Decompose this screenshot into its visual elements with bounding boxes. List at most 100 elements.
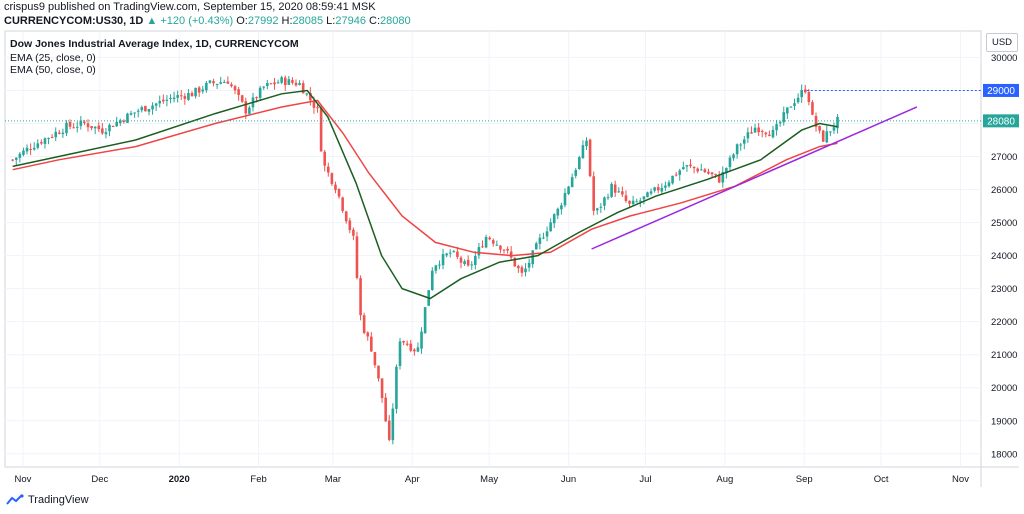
candle-body <box>456 251 459 257</box>
y-tick-label: 19000 <box>991 416 1017 427</box>
candle-body <box>370 336 373 352</box>
candle-body <box>83 121 86 124</box>
symbol-label: CURRENCYCOM:US30, 1D <box>4 15 144 27</box>
candle-body <box>176 95 179 98</box>
candle-body <box>717 175 721 183</box>
candle-body <box>43 138 47 144</box>
candle-body <box>201 89 205 92</box>
candle-body <box>362 315 366 333</box>
candle-body <box>606 197 610 199</box>
candle-body <box>409 343 413 351</box>
y-tick-label: 18000 <box>991 449 1017 460</box>
close-label: C: <box>369 15 380 27</box>
candle-body <box>280 77 283 83</box>
legend-ema25[interactable]: EMA (25, close, 0) <box>10 52 96 64</box>
y-tick-label: 22000 <box>991 317 1017 328</box>
candle-body <box>169 97 172 99</box>
candle-body <box>760 130 764 132</box>
candle-body <box>179 95 183 97</box>
ema50-line <box>12 99 838 257</box>
candle-body <box>499 245 502 250</box>
plot-border <box>4 30 982 468</box>
footer-brand[interactable]: TradingView <box>6 494 89 506</box>
candle-body <box>474 256 477 266</box>
candle-body <box>563 192 567 206</box>
candle-body <box>14 157 18 160</box>
candle-body <box>86 123 90 128</box>
candle-body <box>746 132 750 139</box>
price-tag-text: 28080 <box>987 116 1015 127</box>
legend-ema50[interactable]: EMA (50, close, 0) <box>10 64 96 76</box>
candle-body <box>635 201 639 203</box>
candle-body <box>778 122 782 124</box>
legend-title: Dow Jones Industrial Average Index, 1D, … <box>10 38 299 50</box>
candle-body <box>165 99 169 101</box>
candle-body <box>197 87 201 93</box>
candle-body <box>441 254 445 266</box>
candle-body <box>434 265 438 271</box>
candle-body <box>61 132 65 135</box>
candle-body <box>513 257 517 267</box>
candle-body <box>36 143 40 148</box>
candle-body <box>750 132 753 134</box>
candle-body <box>524 268 527 273</box>
candle-body <box>273 82 276 85</box>
candle-body <box>585 140 588 147</box>
candle-body <box>735 144 739 155</box>
candle-body <box>291 80 294 83</box>
low-label: L: <box>326 15 336 27</box>
candle-body <box>162 99 165 102</box>
candle-body <box>786 107 789 114</box>
candle-body <box>638 200 642 202</box>
candle-body <box>599 206 603 208</box>
y-tick-label: 20000 <box>991 383 1017 394</box>
candle-body <box>534 243 538 250</box>
candle-body <box>452 251 456 253</box>
candle-body <box>682 167 685 170</box>
candle-body <box>811 102 814 115</box>
candle-body <box>402 341 405 343</box>
high-value: 28085 <box>292 15 324 27</box>
candle-body <box>775 124 778 131</box>
candle-body <box>237 89 240 96</box>
candle-body <box>373 352 377 366</box>
candle-body <box>151 105 154 110</box>
candle-body <box>825 131 829 143</box>
tradingview-logo-icon <box>6 494 24 505</box>
x-tick-label: May <box>480 474 498 485</box>
candle-body <box>621 191 624 195</box>
published-text: published on TradingView.com, September … <box>48 1 376 13</box>
candle-body <box>11 159 14 161</box>
publisher-name[interactable]: crispus9 <box>4 1 45 13</box>
candle-body <box>147 109 151 112</box>
candle-body <box>592 176 595 211</box>
trendline[interactable] <box>591 106 918 250</box>
candle-body <box>377 365 380 379</box>
candle-body <box>405 343 409 345</box>
currency-button[interactable]: USD <box>986 33 1018 52</box>
candle-body <box>671 175 674 184</box>
candle-body <box>384 397 387 422</box>
candle-body <box>158 100 162 104</box>
level-tag-text: 29000 <box>987 86 1015 97</box>
candle-body <box>255 97 258 99</box>
candle-body <box>50 136 54 138</box>
candle-body <box>387 420 391 440</box>
candle-body <box>391 408 395 441</box>
open-label: O: <box>236 15 248 27</box>
candle-body <box>696 168 699 172</box>
candle-body <box>714 173 717 175</box>
candle-body <box>420 331 423 349</box>
candle-body <box>646 192 649 198</box>
candle-body <box>269 83 273 85</box>
candle-body <box>642 196 646 200</box>
candle-body <box>72 127 75 129</box>
candle-body <box>624 195 628 201</box>
candle-body <box>527 262 531 268</box>
candle-body <box>739 144 743 146</box>
candle-body <box>337 188 341 197</box>
candle-body <box>413 349 416 352</box>
candle-body <box>294 82 298 86</box>
candle-body <box>445 253 448 256</box>
